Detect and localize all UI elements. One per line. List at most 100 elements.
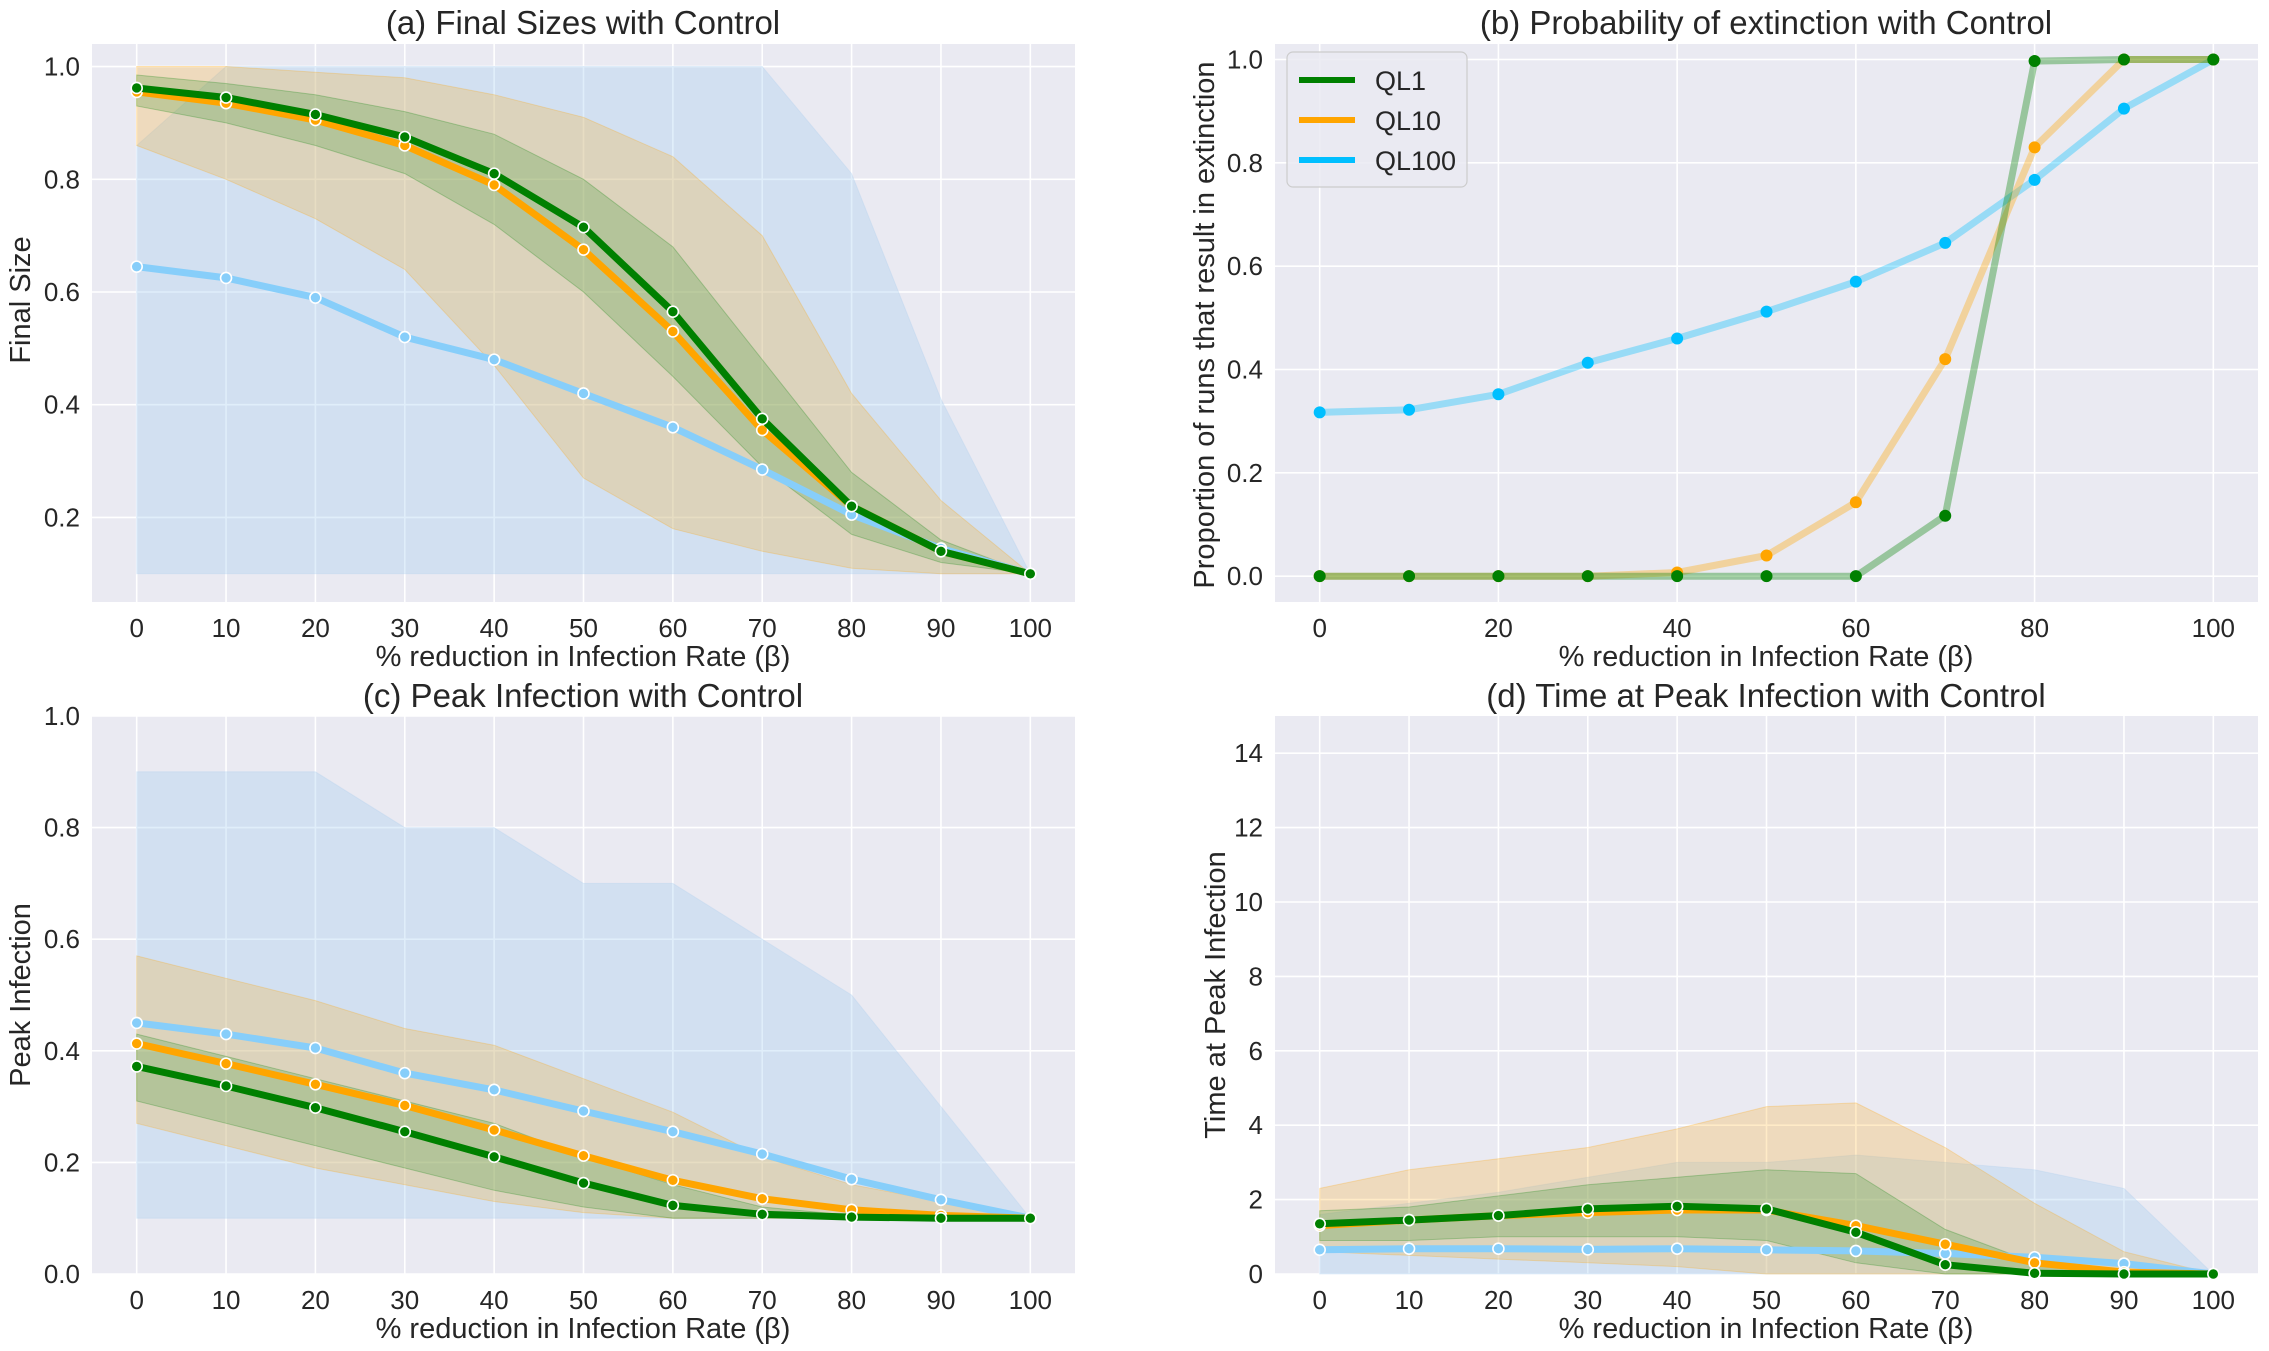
- panel-d-xtick-label: 30: [1573, 1285, 1602, 1315]
- panel-b-point-ql1: [1492, 570, 1505, 583]
- panel-d-xtick-label: 20: [1484, 1285, 1513, 1315]
- panel-c-xtick-label: 60: [658, 1285, 687, 1315]
- panel-c-ytick-label: 0.8: [44, 813, 80, 843]
- panel-d-point-ql100: [1760, 1243, 1773, 1257]
- panel-a-point-ql100: [577, 387, 590, 400]
- panel-a-point-ql100: [666, 420, 680, 434]
- panel-a-ylabel: Final Size: [5, 236, 37, 363]
- panel-b-ytick-label: 0.2: [1227, 458, 1263, 488]
- legend-label-ql10: QL10: [1375, 106, 1441, 136]
- panel-b-ytick-label: 0.0: [1227, 561, 1263, 591]
- panel-b-point-ql1: [2207, 53, 2220, 66]
- panel-c-ylabel: Peak Infection: [5, 903, 37, 1087]
- panel-c-point-ql1: [219, 1079, 233, 1093]
- panel-d-point-ql1: [1581, 1202, 1595, 1216]
- panel-b-xtick-label: 60: [1841, 613, 1870, 643]
- panel-d-title: (d) Time at Peak Infection with Control: [1486, 677, 2045, 714]
- panel-c-xtick-label: 100: [1009, 1285, 1052, 1315]
- panel-b-point-ql10: [1939, 353, 1952, 366]
- panel-c-point-ql1: [666, 1199, 680, 1212]
- panel-c-point-ql100: [219, 1027, 233, 1041]
- panel-a-ytick-label: 1.0: [44, 52, 80, 82]
- panel-c-ytick-label: 0.4: [44, 1036, 80, 1066]
- panel-c-point-ql10: [666, 1173, 680, 1187]
- panel-b-extinction: 0 20 40 60 80 1000.00.20.40.60.81.0QL1QL10QL1…: [1189, 4, 2258, 673]
- panel-b-ytick-label: 0.8: [1227, 148, 1263, 178]
- panel-a-point-ql100: [398, 330, 412, 344]
- panel-a-xtick-label: 70: [748, 613, 777, 643]
- panel-a-point-ql100: [309, 291, 322, 304]
- panel-a-ytick-label: 0.6: [44, 277, 80, 307]
- panel-d-ylabel: Time at Peak Infection: [1200, 851, 1232, 1138]
- panel-c-point-ql100: [130, 1016, 143, 1030]
- panel-b-point-ql10: [1760, 549, 1773, 562]
- panel-c-ytick-label: 0.6: [44, 924, 80, 954]
- panel-a-xtick-label: 40: [480, 613, 509, 643]
- panel-d-point-ql100: [1670, 1242, 1684, 1256]
- panel-d-point-ql1: [1670, 1199, 1684, 1213]
- panel-d-xtick-label: 40: [1663, 1285, 1692, 1315]
- panel-d-point-ql100: [1313, 1243, 1326, 1257]
- panel-c-point-ql1: [755, 1207, 769, 1221]
- panel-c-ytick-label: 0.0: [44, 1259, 80, 1289]
- panel-c-xtick-label: 80: [837, 1285, 866, 1315]
- panel-c-point-ql1: [309, 1101, 322, 1115]
- panel-c-point-ql10: [309, 1077, 322, 1091]
- panel-d-ytick-label: 14: [1234, 738, 1263, 768]
- panel-a-point-ql100: [130, 260, 143, 273]
- panel-d-xtick-label: 90: [2109, 1285, 2138, 1315]
- panel-b-point-ql100: [1492, 388, 1505, 401]
- panel-d-point-ql1: [1849, 1226, 1863, 1239]
- panel-b-point-ql1: [1313, 570, 1326, 583]
- panel-c-plot-area: 0 10 20 30 40 50 60 70 80 90 100 0.0 0.2 0.4 0.6 0.8 1.0: [44, 701, 1075, 1315]
- panel-b-point-ql100: [2028, 173, 2041, 186]
- panel-d-xtick-label: 60: [1841, 1285, 1870, 1315]
- panel-b-ytick-label: 0.6: [1227, 251, 1263, 281]
- panel-a-ytick-label: 0.8: [44, 164, 80, 194]
- panel-b-point-ql1: [1581, 570, 1594, 583]
- panel-d-point-ql100: [1402, 1242, 1416, 1256]
- panel-a-title: (a) Final Sizes with Control: [386, 4, 780, 41]
- panel-c-point-ql100: [845, 1172, 858, 1186]
- panel-b-point-ql100: [1671, 332, 1684, 345]
- panel-d-xtick-label: 50: [1752, 1285, 1781, 1315]
- panel-b-point-ql10: [1849, 496, 1862, 509]
- panel-b-point-ql1: [1849, 570, 1862, 583]
- panel-a-xlabel: % reduction in Infection Rate (β): [376, 641, 791, 673]
- panel-b-plot-area: 0 20 40 60 80 1000.00.20.40.60.81.0QL1QL10QL1…: [1227, 44, 2258, 643]
- panel-a-xtick-label: 0: [129, 613, 143, 643]
- panel-a-ytick-label: 0.2: [44, 502, 80, 532]
- panel-a-point-ql100: [487, 353, 501, 366]
- panel-d-ytick-label: 2: [1249, 1185, 1263, 1215]
- panel-d-point-ql1: [1938, 1258, 1952, 1271]
- panel-d-point-ql1: [1402, 1213, 1416, 1227]
- panel-b-ytick-label: 1.0: [1227, 45, 1263, 75]
- panel-a-xtick-label: 90: [926, 613, 955, 643]
- panel-a-point-ql100: [755, 463, 769, 476]
- panel-c-point-ql1: [130, 1060, 143, 1073]
- panel-c-point-ql100: [577, 1104, 590, 1118]
- panel-d-point-ql1: [2028, 1266, 2041, 1280]
- panel-a-band-ql1: [136, 74, 1031, 575]
- panel-d-plot-area: 0 10 20 30 40 50 60 70 80 90 100 0 2 4 6 8 10 12 14: [1234, 716, 2258, 1315]
- panel-a-point-ql10: [666, 325, 680, 338]
- panel-b-xtick-label: 0: [1312, 613, 1326, 643]
- panel-a-xtick-label: 50: [569, 613, 598, 643]
- panel-c-point-ql100: [666, 1125, 680, 1139]
- panel-d-xtick-label: 100: [2192, 1285, 2235, 1315]
- panel-c-point-ql10: [130, 1037, 143, 1050]
- panel-c-xtick-label: 70: [748, 1285, 777, 1315]
- panel-b-point-ql1: [1671, 570, 1684, 583]
- panel-a-point-ql1: [1024, 567, 1037, 581]
- panel-c-xtick-label: 40: [480, 1285, 509, 1315]
- panel-d-ytick-label: 6: [1249, 1036, 1263, 1066]
- panel-b-point-ql100: [2117, 102, 2130, 115]
- panel-a-point-ql1: [398, 130, 412, 144]
- panel-c-point-ql1: [577, 1176, 590, 1190]
- panel-a-point-ql100: [219, 271, 233, 285]
- panel-a-point-ql1: [845, 499, 858, 513]
- panel-b-point-ql100: [1581, 356, 1594, 369]
- panel-b-point-ql1: [1939, 509, 1952, 522]
- panel-d-ytick-label: 8: [1249, 961, 1263, 991]
